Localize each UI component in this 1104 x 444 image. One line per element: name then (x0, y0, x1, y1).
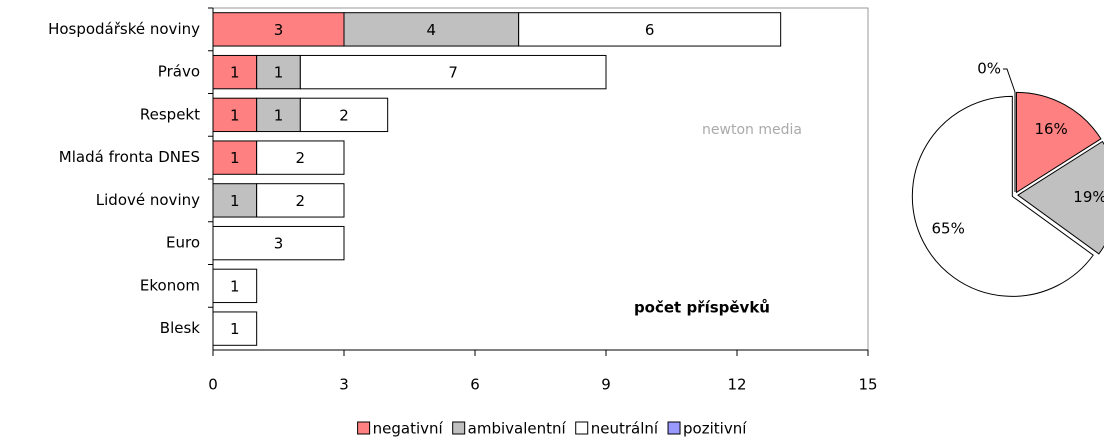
x-tick-label: 12 (727, 376, 746, 394)
legend-swatch (575, 421, 589, 435)
annotation: počet příspěvků (634, 299, 770, 317)
x-tick-label: 15 (858, 376, 877, 394)
data-label: 1 (230, 192, 240, 210)
bar-segment (518, 12, 782, 47)
bar-segment (212, 140, 258, 175)
y-tick-label: Mladá fronta DNES (59, 148, 200, 166)
pie-slice (911, 95, 1094, 297)
pie-slice (1015, 91, 1102, 194)
data-label: 1 (274, 64, 284, 82)
data-label: 1 (230, 277, 240, 295)
y-tick-label: Blesk (160, 319, 201, 337)
data-label: 3 (274, 21, 284, 39)
data-label: 1 (230, 106, 240, 124)
data-label: 6 (645, 21, 655, 39)
pie-label: 0% (977, 60, 1001, 78)
legend-item: neutrální (575, 420, 659, 438)
y-tick-label: Euro (166, 234, 200, 252)
bar-segment (212, 225, 345, 261)
x-tick-label: 0 (208, 376, 218, 394)
data-label: 1 (230, 320, 240, 338)
legend-label: ambivalentní (468, 420, 567, 438)
leader-line (1003, 68, 1016, 93)
bar-segment (256, 183, 345, 218)
data-label: 4 (427, 21, 437, 39)
bar-segment (299, 54, 607, 90)
data-label: 2 (296, 149, 306, 167)
bar-segment (212, 12, 345, 47)
x-tick-label: 3 (339, 376, 349, 394)
data-label: 7 (448, 64, 458, 82)
bar-segment (212, 311, 258, 346)
legend-label: neutrální (591, 420, 659, 438)
bar-segment (212, 54, 258, 90)
bar-segment (343, 12, 520, 47)
legend-label: negativní (373, 420, 444, 438)
y-tick-label: Respekt (140, 105, 200, 123)
pie-label: 19% (1073, 188, 1104, 206)
bar-segment (256, 140, 345, 175)
legend-item: pozitivní (667, 420, 747, 438)
y-tick-label: Hospodářské noviny (48, 20, 200, 38)
data-label: 1 (274, 106, 284, 124)
x-tick-label: 6 (470, 376, 480, 394)
data-label: 2 (339, 106, 349, 124)
bar-segment (256, 97, 301, 133)
y-tick-label: Právo (158, 63, 200, 81)
pie-label: 16% (1034, 120, 1067, 138)
pie-label: 65% (932, 220, 965, 238)
legend-item: ambivalentní (452, 420, 567, 438)
data-label: 1 (230, 149, 240, 167)
legend-swatch (667, 421, 681, 435)
legend-label: pozitivní (683, 420, 747, 438)
bar-segment (299, 97, 389, 133)
legend-swatch (452, 421, 466, 435)
bar-segment (212, 183, 258, 218)
data-label: 1 (230, 64, 240, 82)
bar-segment (212, 268, 258, 304)
legend-item: negativní (357, 420, 444, 438)
data-label: 3 (274, 235, 284, 253)
bar-segment (256, 54, 301, 90)
watermark: newton media (702, 122, 802, 138)
y-tick-label: Ekonom (140, 276, 200, 294)
legend-swatch (357, 421, 371, 435)
data-label: 2 (296, 192, 306, 210)
x-tick-label: 9 (601, 376, 611, 394)
y-tick-label: Lidové noviny (96, 191, 200, 209)
